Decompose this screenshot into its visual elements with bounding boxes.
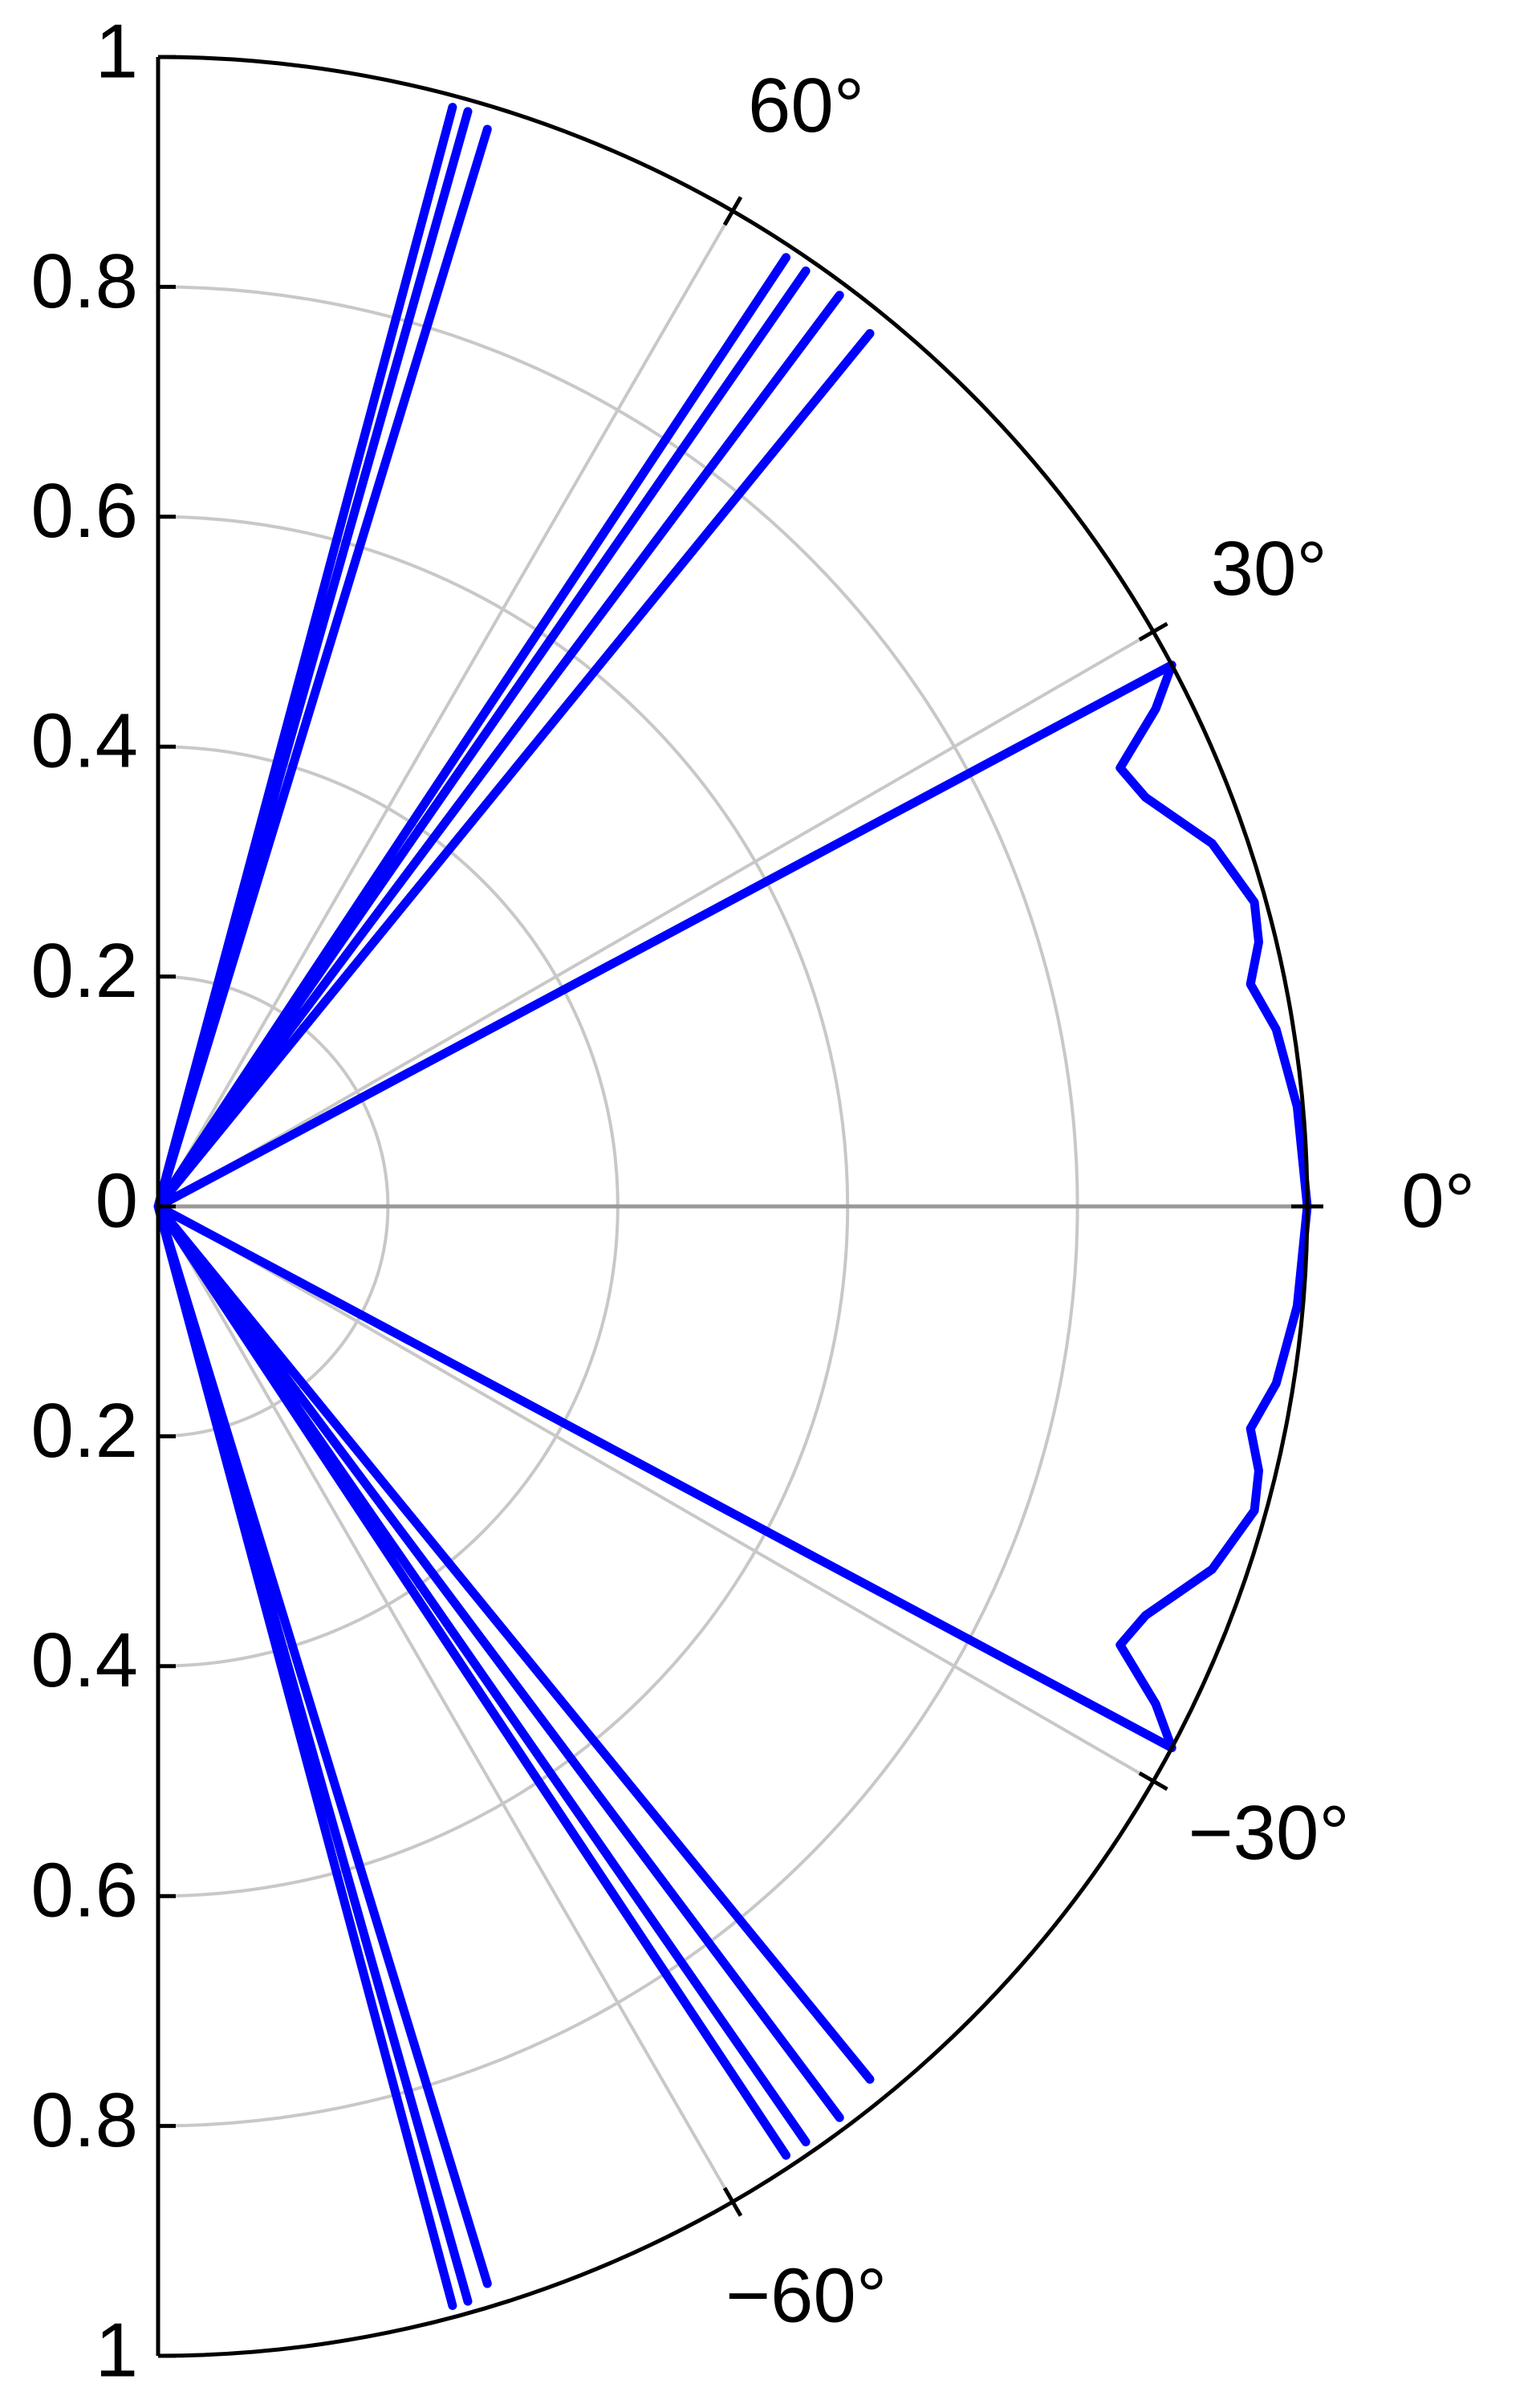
r-tick-label: 0.2 [31, 1388, 138, 1474]
r-tick-label: 0.8 [31, 2077, 138, 2163]
r-tick-label: 1 [95, 2307, 138, 2393]
theta-tick [1138, 1771, 1168, 1792]
theta-tick-label: 0° [1401, 1157, 1475, 1243]
theta-tick-label: −60° [725, 2253, 887, 2339]
r-tick-label: 0.6 [31, 468, 138, 554]
grid-line [157, 1205, 1155, 1783]
theta-tick-label: 60° [748, 63, 864, 148]
theta-tick-label: −30° [1189, 1790, 1350, 1876]
r-tick-label: 1 [95, 8, 138, 94]
theta-tick [722, 196, 743, 226]
grid-line [157, 630, 1155, 1208]
r-tick-label: 0.4 [31, 698, 138, 784]
theta-tick-label: 30° [1211, 526, 1327, 612]
r-tick-label: 0.2 [31, 928, 138, 1014]
r-tick-label: 0 [95, 1157, 138, 1243]
r-tick-label: 0.4 [31, 1617, 138, 1703]
grid-line [156, 209, 734, 1208]
r-tick-label: 0.8 [31, 238, 138, 324]
r-tick-label: 0.6 [31, 1848, 138, 1934]
theta-tick [1138, 621, 1168, 642]
theta-tick [722, 2186, 743, 2217]
grid-line [156, 1206, 734, 2203]
